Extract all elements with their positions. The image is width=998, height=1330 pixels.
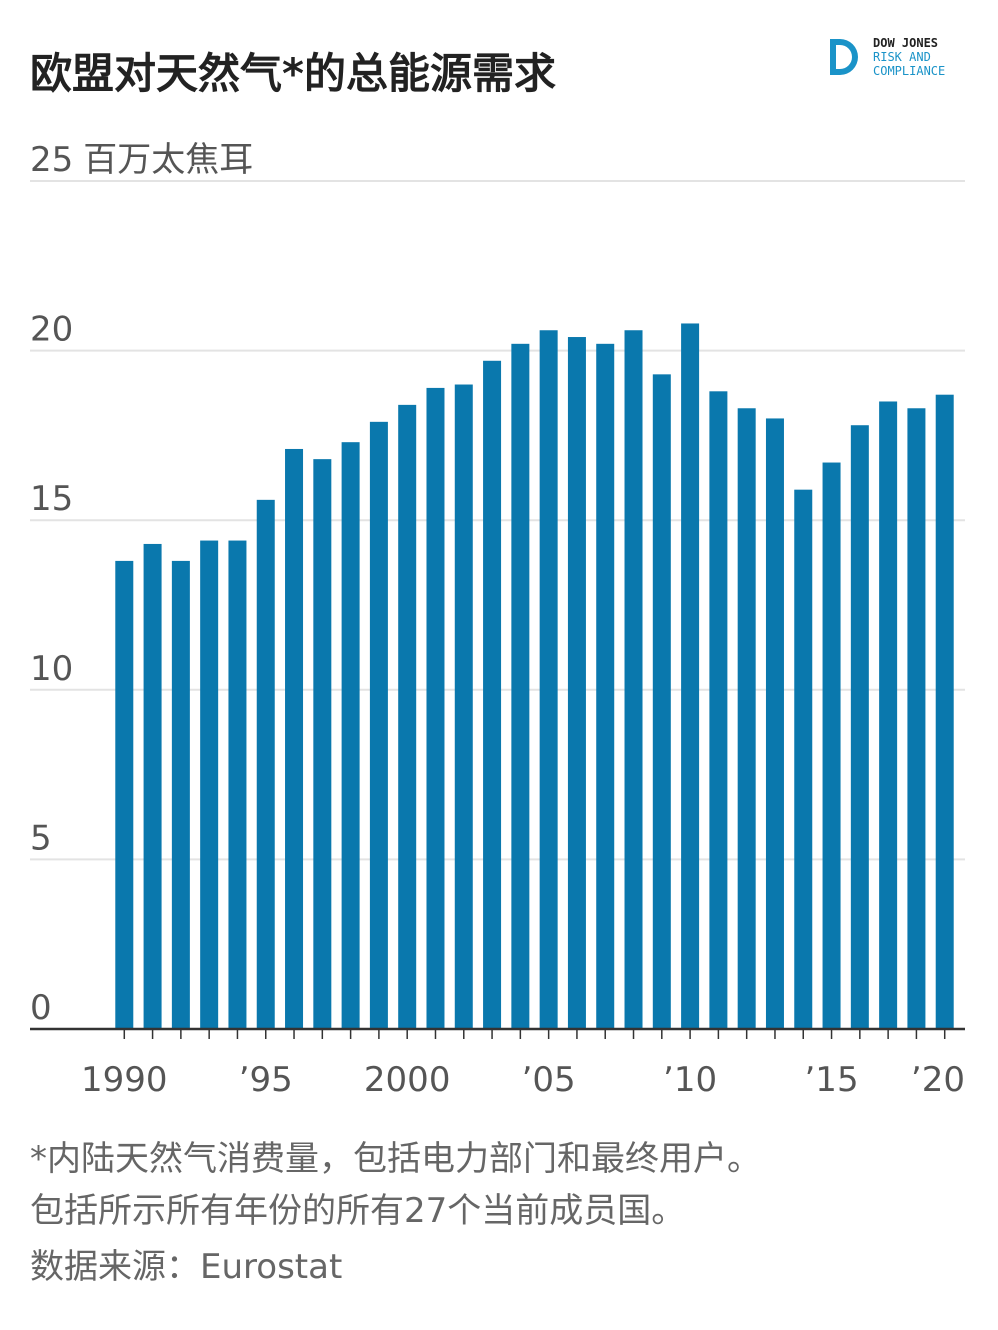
bar xyxy=(765,418,784,1029)
bar xyxy=(794,489,813,1029)
bar xyxy=(879,401,898,1030)
bar xyxy=(341,442,360,1030)
logo-icon xyxy=(830,39,858,75)
x-tick-label: 1990 xyxy=(81,1060,168,1100)
chart-title: 欧盟对天然气*的总能源需求 xyxy=(30,49,556,98)
bar xyxy=(171,560,190,1029)
y-tick-label: 5 xyxy=(30,818,52,858)
bar xyxy=(935,394,954,1029)
bar xyxy=(454,384,473,1029)
x-tick-label: ’10 xyxy=(663,1060,717,1100)
bar xyxy=(567,337,586,1030)
bar xyxy=(369,421,388,1029)
logo-text: DOW JONES xyxy=(873,36,938,50)
bar xyxy=(143,543,162,1029)
bar xyxy=(624,330,643,1029)
x-tick-label: ’15 xyxy=(805,1060,859,1100)
logo-text: COMPLIANCE xyxy=(873,64,945,78)
bar xyxy=(398,404,417,1029)
y-tick-label: 10 xyxy=(30,649,73,689)
x-tick-label: ’95 xyxy=(239,1060,293,1100)
footnote: *内陆天然气消费量，包括电力部门和最终用户。 xyxy=(30,1139,761,1179)
bar xyxy=(228,540,247,1029)
y-tick-label: 20 xyxy=(30,310,73,350)
source: 数据来源：Eurostat xyxy=(30,1247,342,1287)
bar xyxy=(596,343,615,1029)
bar xyxy=(115,560,134,1029)
bar xyxy=(200,540,219,1029)
x-tick-label: ’20 xyxy=(911,1060,965,1100)
bar xyxy=(850,425,869,1029)
bar xyxy=(737,408,756,1029)
bar xyxy=(539,330,558,1029)
bar xyxy=(709,391,728,1030)
y-unit: 百万太焦耳 xyxy=(83,140,253,180)
bar xyxy=(313,459,332,1029)
bar xyxy=(907,408,926,1029)
logo: DOW JONES RISK AND COMPLIANCE xyxy=(830,36,945,78)
bar xyxy=(256,499,275,1029)
bar xyxy=(511,343,530,1029)
logo-text: RISK AND xyxy=(873,50,931,64)
bar xyxy=(822,462,841,1029)
x-tick-label: 2000 xyxy=(364,1060,451,1100)
bar xyxy=(483,360,502,1029)
bar xyxy=(681,323,700,1029)
bar xyxy=(285,448,304,1029)
y-tick-label: 15 xyxy=(30,479,73,519)
bar xyxy=(652,374,671,1029)
footnote: 包括所示所有年份的所有27个当前成员国。 xyxy=(30,1191,685,1231)
y-tick-label: 0 xyxy=(30,988,52,1028)
x-tick-label: ’05 xyxy=(522,1060,576,1100)
bar xyxy=(426,387,445,1029)
y-tick-label: 25 xyxy=(30,140,73,180)
